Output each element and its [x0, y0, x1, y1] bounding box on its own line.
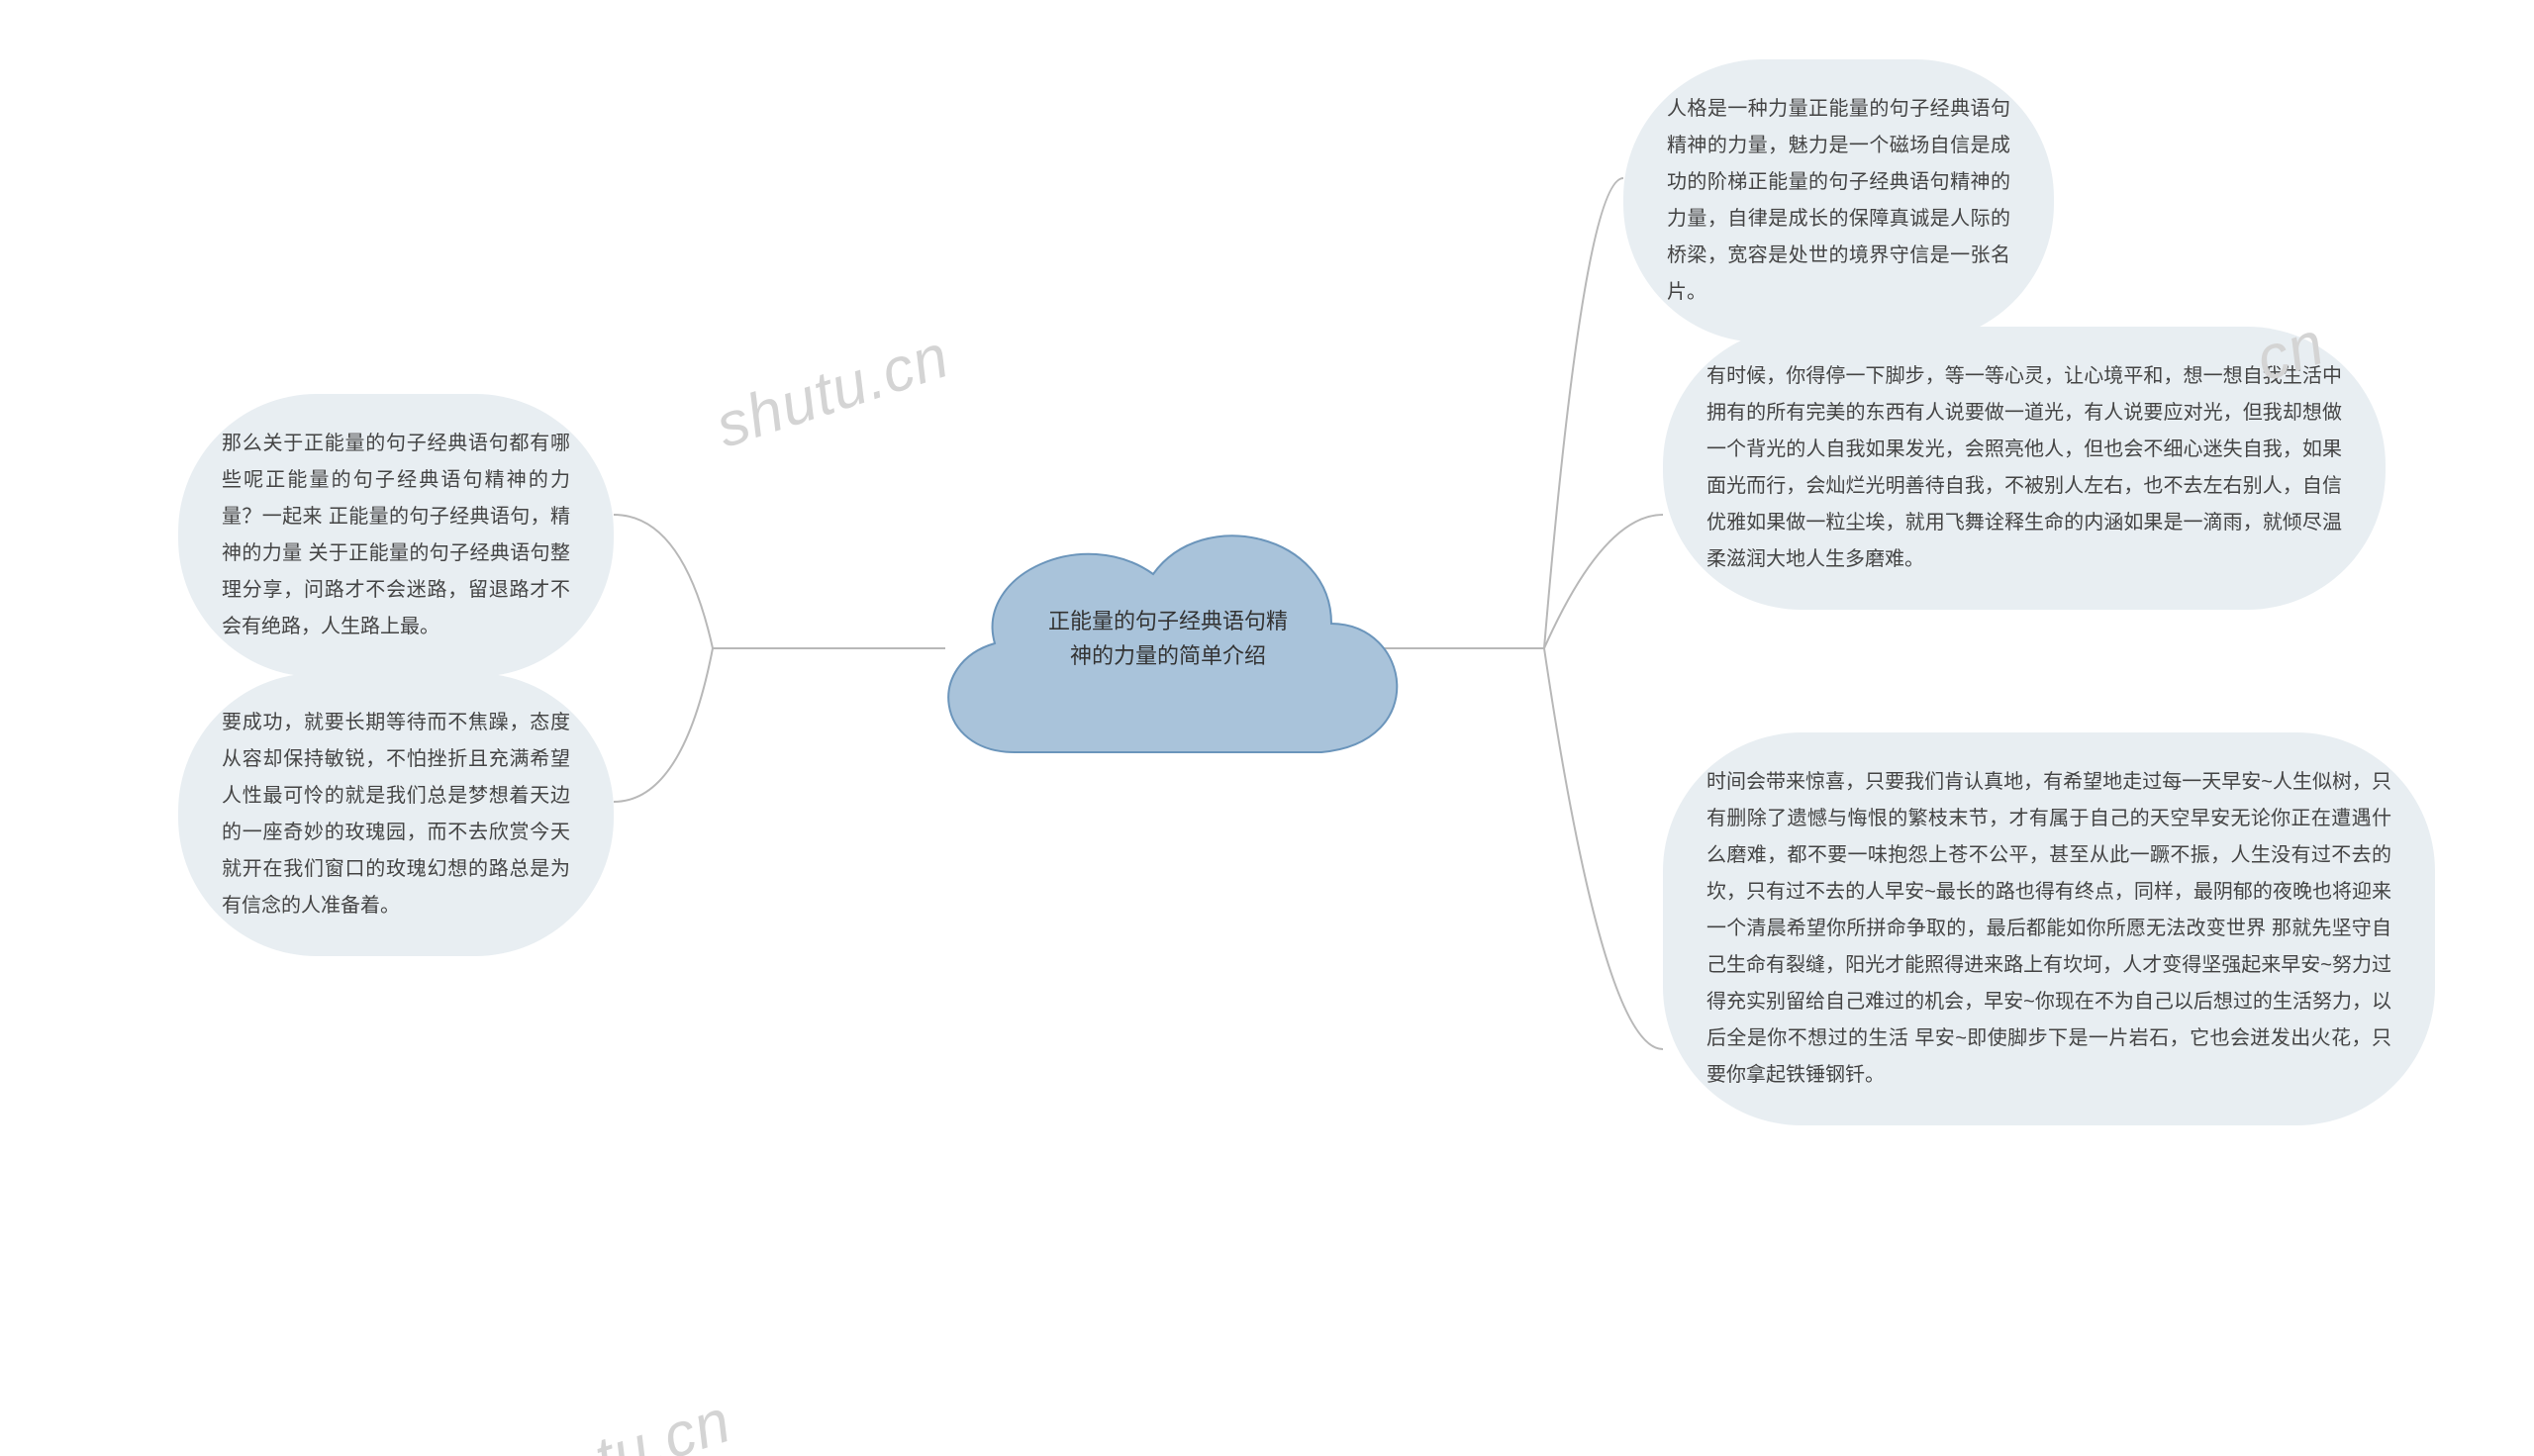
node-text: 人格是一种力量正能量的句子经典语句精神的力量，魅力是一个磁场自信是成功的阶梯正能…	[1667, 98, 2010, 303]
left-node: 那么关于正能量的句子经典语句都有哪些呢正能量的句子经典语句精神的力量？一起来 正…	[178, 394, 614, 677]
node-text: 时间会带来惊喜，只要我们肯认真地，有希望地走过每一天早安~人生似树，只有删除了遗…	[1706, 771, 2391, 1086]
node-text: 要成功，就要长期等待而不焦躁，态度从容却保持敏锐，不怕挫折且充满希望人性最可怜的…	[222, 712, 570, 917]
right-node: 时间会带来惊喜，只要我们肯认真地，有希望地走过每一天早安~人生似树，只有删除了遗…	[1663, 732, 2435, 1125]
right-node: 有时候，你得停一下脚步，等一等心灵，让心境平和，想一想自我生活中拥有的所有完美的…	[1663, 327, 2386, 610]
center-node-label: 正能量的句子经典语句精 神的力量的简单介绍	[1029, 604, 1307, 673]
left-node: 要成功，就要长期等待而不焦躁，态度从容却保持敏锐，不怕挫折且充满希望人性最可怜的…	[178, 673, 614, 956]
node-text: 那么关于正能量的句子经典语句都有哪些呢正能量的句子经典语句精神的力量？一起来 正…	[222, 433, 570, 637]
right-node: 人格是一种力量正能量的句子经典语句精神的力量，魅力是一个磁场自信是成功的阶梯正能…	[1623, 59, 2054, 342]
node-text: 有时候，你得停一下脚步，等一等心灵，让心境平和，想一想自我生活中拥有的所有完美的…	[1706, 365, 2342, 570]
